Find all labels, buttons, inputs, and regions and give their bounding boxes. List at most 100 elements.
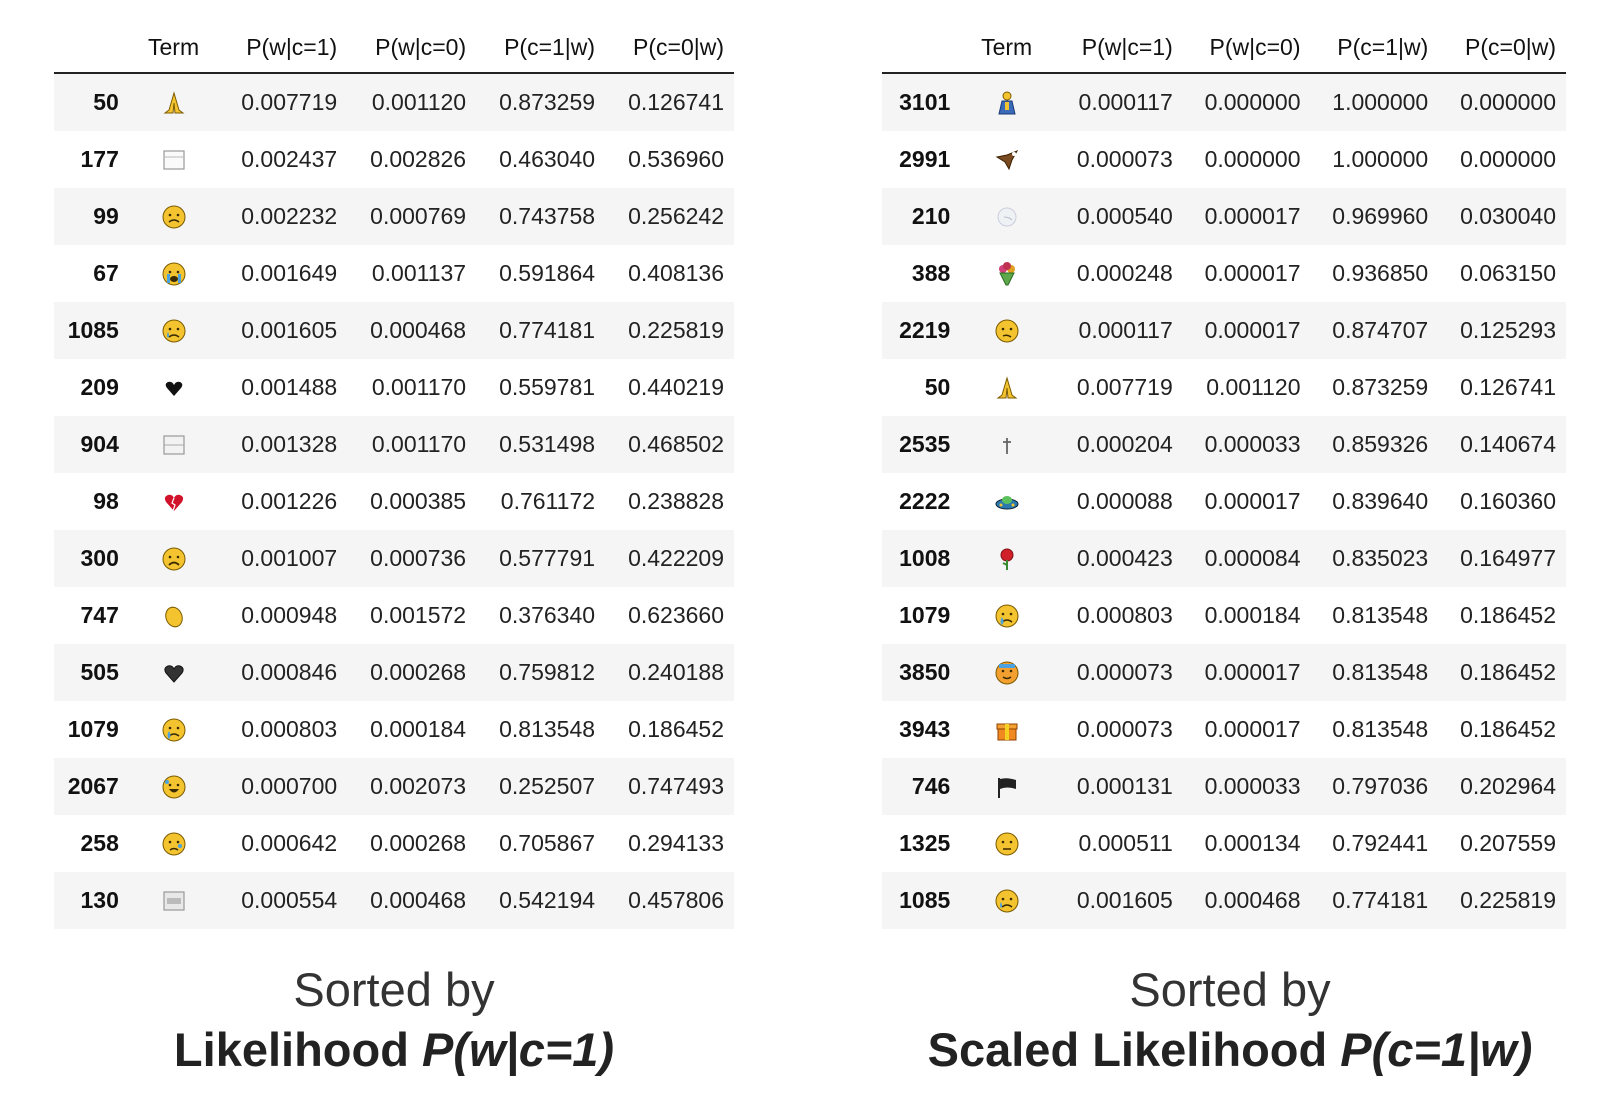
p-c1-w-value: 0.813548 <box>499 716 596 742</box>
p-w-c0-value: 0.000468 <box>1182 872 1311 929</box>
p-c0-w-value: 0.408136 <box>628 260 724 286</box>
p-c1-w-value: 0.813548 <box>1332 602 1429 628</box>
term-cell <box>128 302 219 359</box>
p-c1-w-value: 1.000000 <box>1310 73 1439 131</box>
p-w-c1-value: 0.000803 <box>241 716 338 742</box>
p-c1-w-value: 0.252507 <box>476 758 606 815</box>
header-term: Term <box>128 22 219 74</box>
term-cell <box>960 644 1053 701</box>
caption-right: Sorted by Scaled Likelihood P(c=1|w) <box>870 960 1590 1080</box>
p-c1-w-value: 0.705867 <box>499 830 596 856</box>
p-c1-w-value: 0.542194 <box>476 872 606 929</box>
term-cell <box>960 359 1053 416</box>
row-index: 3943 <box>899 716 951 742</box>
header-p-w-c0: P(w|c=0) <box>1182 22 1311 74</box>
p-w-c1-value: 0.000073 <box>1076 716 1173 742</box>
row-index: 505 <box>54 644 129 701</box>
table-row: 747 0.000948 0.001572 0.376340 0.623660 <box>54 587 734 644</box>
row-index: 2219 <box>882 302 961 359</box>
table-body: 50 0.007719 0.001120 0.873259 0.126741 177 0.0… <box>54 73 734 929</box>
p-c1-w-value: 0.874707 <box>1310 302 1439 359</box>
p-w-c0-value: 0.001170 <box>371 374 467 400</box>
term-cell <box>960 872 1053 929</box>
header-p-c0-w: P(c=0|w) <box>1438 22 1566 74</box>
p-w-c0-value: 0.000084 <box>1182 530 1311 587</box>
clapping-hands-icon <box>161 603 187 629</box>
p-w-c1-value: 0.000846 <box>218 644 348 701</box>
p-c1-w-value: 0.743758 <box>476 188 606 245</box>
crying-face-icon <box>161 318 187 344</box>
row-index: 1079 <box>67 716 119 742</box>
p-w-c0-value: 0.000017 <box>1204 716 1301 742</box>
p-w-c1-value: 0.000073 <box>1052 644 1183 701</box>
term-cell <box>129 245 218 302</box>
blank-box-lines-icon <box>161 432 187 458</box>
row-index: 388 <box>911 260 951 286</box>
table-row: 177 0.002437 0.002826 0.463040 0.536960 <box>54 131 734 188</box>
table-row: 98 0.001226 0.000385 0.761172 0.238828 <box>54 473 734 530</box>
header-p-w-c1: P(w|c=1) <box>1052 22 1183 74</box>
p-c1-w-value: 0.835023 <box>1310 530 1439 587</box>
term-cell <box>128 416 219 473</box>
row-index: 209 <box>80 374 119 400</box>
header-p-c1-w: P(c=1|w) <box>476 22 606 74</box>
p-c0-w-value: 0.000000 <box>1438 73 1566 131</box>
caption-formula: P(w|c=1) <box>421 1023 615 1076</box>
p-c1-w-value: 0.591864 <box>499 260 596 286</box>
p-w-c0-value: 0.000468 <box>347 872 477 929</box>
p-w-c1-value: 0.007719 <box>218 73 348 131</box>
table-row: 904 0.001328 0.001170 0.531498 0.468502 <box>54 416 734 473</box>
table-row: 2991 0.000073 0.000000 1.000000 0.000000 <box>882 131 1566 188</box>
header-index <box>882 22 961 74</box>
p-c1-w-value: 0.873259 <box>1332 374 1429 400</box>
p-c0-w-value: 0.186452 <box>628 716 724 742</box>
caption-bold: Likelihood <box>173 1023 422 1076</box>
p-w-c0-value: 0.000134 <box>1204 830 1301 856</box>
p-c0-w-value: 0.030040 <box>1438 188 1566 245</box>
table-row: 3850 0.000073 0.000017 0.813548 0.186452 <box>882 644 1566 701</box>
p-c0-w-value: 0.186452 <box>1460 716 1556 742</box>
term-cell <box>129 815 218 872</box>
table-row: 67 0.001649 0.001137 0.591864 0.408136 <box>54 245 734 302</box>
p-w-c1-value: 0.000803 <box>1076 602 1173 628</box>
p-w-c0-value: 0.000000 <box>1204 146 1301 172</box>
p-c1-w-value: 0.969960 <box>1310 188 1439 245</box>
bouquet-icon <box>994 261 1020 287</box>
row-index: 746 <box>882 758 961 815</box>
p-c1-w-value: 0.376340 <box>499 602 596 628</box>
row-index: 3850 <box>882 644 961 701</box>
p-w-c1-value: 0.000131 <box>1052 758 1183 815</box>
header-term: Term <box>960 22 1053 74</box>
gift-icon <box>994 717 1020 743</box>
term-cell <box>129 473 218 530</box>
p-w-c0-value: 0.000017 <box>1182 188 1311 245</box>
row-index: 2222 <box>899 488 951 514</box>
p-c1-w-value: 1.000000 <box>1332 146 1429 172</box>
black-heart-small-icon <box>161 375 187 401</box>
caption-line1: Sorted by <box>293 963 495 1016</box>
caption-bold: Scaled Likelihood <box>927 1023 1341 1076</box>
caption-line2: Likelihood P(w|c=1) <box>54 1020 734 1080</box>
p-c1-w-value: 0.797036 <box>1310 758 1439 815</box>
table-row: 300 0.001007 0.000736 0.577791 0.422209 <box>54 530 734 587</box>
p-w-c1-value: 0.000088 <box>1076 488 1173 514</box>
table-row: 258 0.000642 0.000268 0.705867 0.294133 <box>54 815 734 872</box>
p-w-c1-value: 0.000073 <box>1076 146 1173 172</box>
term-cell <box>960 245 1053 302</box>
p-w-c1-value: 0.000117 <box>1052 302 1183 359</box>
p-c1-w-value: 0.761172 <box>500 488 596 514</box>
p-c0-w-value: 0.186452 <box>1438 644 1566 701</box>
p-w-c1-value: 0.002437 <box>241 146 338 172</box>
row-index: 300 <box>54 530 129 587</box>
table-row: 209 0.001488 0.001170 0.559781 0.440219 <box>54 359 734 416</box>
p-c0-w-value: 0.623660 <box>628 602 724 628</box>
row-index: 1325 <box>899 830 951 856</box>
p-w-c0-value: 0.001120 <box>347 73 477 131</box>
row-index: 98 <box>93 488 119 514</box>
table-row: 50 0.007719 0.001120 0.873259 0.126741 <box>882 359 1566 416</box>
folded-hands-icon <box>994 375 1020 401</box>
p-w-c0-value: 0.000468 <box>347 302 477 359</box>
p-w-c0-value: 0.000033 <box>1182 758 1311 815</box>
black-flag-icon <box>994 774 1020 800</box>
table-header-row: Term P(w|c=1) P(w|c=0) P(c=1|w) P(c=0|w) <box>882 22 1566 74</box>
